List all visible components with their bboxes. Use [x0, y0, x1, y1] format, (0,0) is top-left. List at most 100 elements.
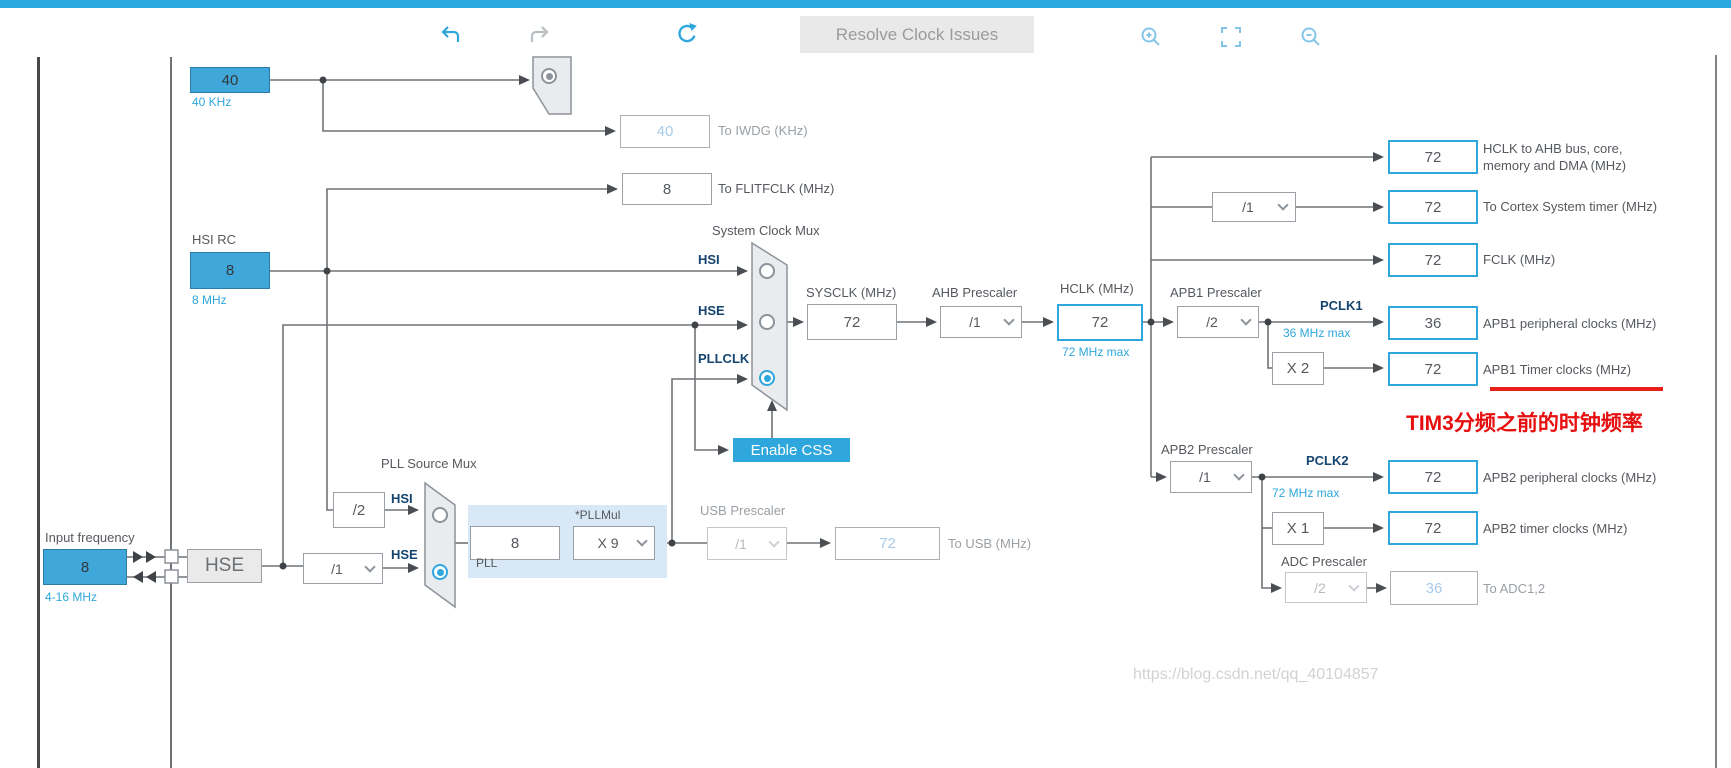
hsi-rc-box: 8	[190, 252, 270, 289]
hse-oscillator-box: HSE	[187, 549, 262, 583]
apb1-peripheral-label: APB1 peripheral clocks (MHz)	[1483, 316, 1657, 331]
ahb-prescaler-value: /1	[969, 314, 981, 330]
pllmul-value: X 9	[597, 535, 619, 551]
apb2-prescaler-value: /1	[1199, 469, 1211, 485]
ahb-prescaler-title: AHB Prescaler	[932, 285, 1018, 300]
adc-value-box[interactable]: 36	[1390, 571, 1478, 605]
hsi-freq-label: 8 MHz	[192, 293, 227, 307]
apb1-timer-value-box[interactable]: 72	[1388, 352, 1478, 386]
apb2-timer-multiplier-box: X 1	[1272, 512, 1324, 545]
pllmux-radio-hsi[interactable]	[432, 507, 448, 523]
pllmul-select[interactable]: X 9	[573, 526, 655, 560]
apb2-max-label: 72 MHz max	[1272, 486, 1340, 500]
redo-button[interactable]	[527, 22, 553, 48]
input-frequency-box[interactable]: 8	[43, 549, 127, 585]
system-clock-mux-title: System Clock Mux	[712, 223, 820, 238]
apb2-prescaler-select[interactable]: /1	[1170, 461, 1252, 493]
cortex-prescaler-value: /1	[1242, 199, 1254, 215]
magnifier-plus-icon	[1141, 27, 1160, 46]
sysmux-radio-hse[interactable]	[759, 314, 775, 330]
zoom-out-button[interactable]	[1298, 24, 1324, 50]
fclk-value-box[interactable]: 72	[1388, 243, 1478, 277]
sysmux-pllclk-label: PLLCLK	[698, 351, 750, 366]
chevron-down-icon	[636, 535, 648, 547]
iwdg-value-box[interactable]: 40	[620, 115, 710, 148]
cortex-timer-value-box[interactable]: 72	[1388, 190, 1478, 224]
apb1-prescaler-title: APB1 Prescaler	[1170, 285, 1262, 300]
rtc-mux-radio[interactable]	[541, 68, 557, 84]
apb1-prescaler-select[interactable]: /2	[1177, 306, 1259, 338]
undo-button[interactable]	[437, 22, 463, 48]
zoom-in-button[interactable]	[1138, 24, 1164, 50]
adc-prescaler-value: /2	[1314, 579, 1326, 596]
apb1-timer-multiplier-box: X 2	[1272, 352, 1324, 385]
apb2-prescaler-title: APB2 Prescaler	[1161, 442, 1253, 457]
hclk-ahb-bus-label-line2: memory and DMA (MHz)	[1483, 158, 1627, 173]
pll-source-mux-title: PLL Source Mux	[381, 456, 477, 471]
adc-label: To ADC1,2	[1483, 581, 1546, 596]
usb-value-box[interactable]: 72	[835, 527, 940, 560]
sysmux-hse-label: HSE	[698, 303, 725, 318]
cortex-timer-label: To Cortex System timer (MHz)	[1483, 199, 1658, 214]
adc-prescaler-title: ADC Prescaler	[1281, 554, 1367, 569]
input-frequency-title: Input frequency	[45, 530, 135, 545]
redo-icon	[530, 26, 549, 42]
pllmux-hsi-label: HSI	[391, 491, 413, 506]
cortex-prescaler-select[interactable]: /1	[1212, 192, 1296, 222]
apb2-timer-label: APB2 timer clocks (MHz)	[1483, 521, 1628, 536]
sysmux-radio-hsi[interactable]	[759, 263, 775, 279]
sysmux-hsi-label: HSI	[698, 252, 720, 267]
usb-prescaler-title: USB Prescaler	[700, 503, 786, 518]
pll-input-value-box: 8	[470, 526, 560, 560]
adc-prescaler-select[interactable]: /2	[1285, 572, 1367, 603]
apb2-peripheral-value-box[interactable]: 72	[1388, 460, 1478, 494]
pllmul-title: *PLLMul	[575, 508, 621, 522]
expand-brackets-icon	[1221, 27, 1241, 47]
usb-prescaler-select[interactable]: /1	[707, 527, 787, 560]
hclk-value-box[interactable]: 72	[1057, 304, 1143, 341]
chevron-down-icon	[1240, 314, 1252, 326]
hclk-ahb-bus-label-line1: HCLK to AHB bus, core,	[1483, 141, 1623, 156]
hse-prediv-value: /1	[331, 560, 343, 577]
chevron-down-icon	[1233, 469, 1245, 481]
pclk1-label: PCLK1	[1320, 298, 1363, 313]
fclk-label: FCLK (MHz)	[1483, 252, 1556, 267]
lsi-freq-label: 40 KHz	[192, 95, 232, 109]
magnifier-minus-icon	[1301, 27, 1320, 46]
annotation-underline	[1490, 387, 1663, 391]
chevron-down-icon	[1348, 579, 1360, 592]
resolve-clock-issues-button[interactable]: Resolve Clock Issues	[800, 16, 1034, 53]
flitfclk-value-box[interactable]: 8	[622, 173, 712, 205]
reset-button[interactable]	[673, 20, 701, 48]
apb2-timer-value-box[interactable]: 72	[1388, 511, 1478, 545]
annotation-text: TIM3分频之前的时钟频率	[1406, 412, 1643, 435]
sysclk-value-box[interactable]: 72	[807, 304, 897, 340]
iwdg-label: To IWDG (KHz)	[718, 123, 808, 138]
sysclk-label: SYSCLK (MHz)	[806, 285, 897, 300]
enable-css-button[interactable]: Enable CSS	[733, 438, 850, 462]
hclk-ahb-bus-value-box[interactable]: 72	[1388, 140, 1478, 174]
fit-to-screen-button[interactable]	[1218, 24, 1244, 50]
hse-prediv-select[interactable]: /1	[303, 553, 383, 584]
input-frequency-range-label: 4-16 MHz	[45, 590, 98, 604]
pll-source-mux-shape	[424, 481, 456, 609]
rtc-mux-shape	[532, 56, 572, 115]
pclk2-label: PCLK2	[1306, 453, 1349, 468]
apb1-timer-label: APB1 Timer clocks (MHz)	[1483, 362, 1632, 377]
flitfclk-label: To FLITFCLK (MHz)	[718, 181, 835, 196]
chevron-down-icon	[1003, 314, 1015, 326]
apb1-prescaler-value: /2	[1206, 314, 1218, 330]
watermark-text: https://blog.csdn.net/qq_40104857	[1133, 666, 1379, 683]
ahb-prescaler-select[interactable]: /1	[940, 306, 1022, 338]
refresh-circular-arrow-icon	[678, 22, 697, 43]
pllmux-hse-label: HSE	[391, 547, 418, 562]
pllmux-radio-hse[interactable]	[432, 564, 448, 580]
usb-label: To USB (MHz)	[948, 536, 1032, 551]
apb1-peripheral-value-box[interactable]: 36	[1388, 306, 1478, 340]
pll-title: PLL	[476, 556, 498, 570]
usb-prescaler-value: /1	[735, 535, 747, 552]
hclk-label: HCLK (MHz)	[1060, 281, 1134, 296]
undo-icon	[441, 26, 460, 42]
sysmux-radio-pllclk[interactable]	[759, 370, 775, 386]
